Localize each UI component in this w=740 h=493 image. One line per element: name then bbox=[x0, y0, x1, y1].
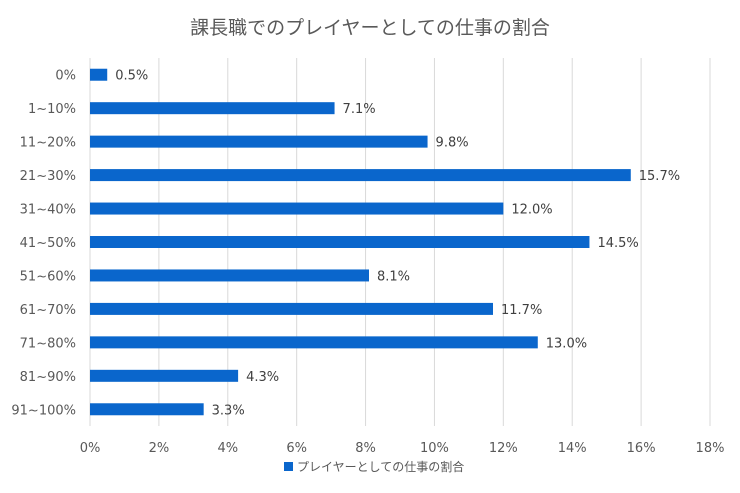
x-tick-label: 0% bbox=[80, 441, 101, 456]
bar bbox=[90, 269, 369, 282]
data-label: 0.5% bbox=[115, 69, 148, 84]
bar bbox=[90, 336, 538, 349]
y-tick-label: 21~30% bbox=[20, 169, 76, 184]
x-tick-label: 2% bbox=[149, 441, 170, 456]
data-label: 4.3% bbox=[246, 370, 279, 385]
legend-label: プレイヤーとしての仕事の割合 bbox=[297, 459, 464, 474]
bar bbox=[90, 236, 590, 248]
x-tick-label: 10% bbox=[420, 441, 449, 456]
x-tick-label: 16% bbox=[627, 441, 656, 456]
data-label: 13.0% bbox=[546, 336, 587, 351]
y-tick-label: 71~80% bbox=[20, 336, 76, 351]
bar bbox=[90, 68, 108, 81]
bar bbox=[90, 302, 493, 315]
data-label: 8.1% bbox=[377, 269, 410, 284]
data-label: 9.8% bbox=[436, 136, 469, 151]
y-tick-label: 91~100% bbox=[11, 403, 76, 418]
x-tick-label: 6% bbox=[286, 441, 307, 456]
data-label: 12.0% bbox=[511, 203, 552, 218]
legend: プレイヤーとしての仕事の割合 bbox=[284, 459, 464, 474]
bar bbox=[90, 102, 335, 115]
y-tick-label: 61~70% bbox=[20, 303, 76, 318]
y-tick-label: 51~60% bbox=[20, 269, 76, 284]
x-tick-label: 4% bbox=[217, 441, 238, 456]
bar bbox=[90, 369, 239, 382]
bar bbox=[90, 135, 428, 148]
bar bbox=[90, 403, 204, 416]
x-tick-label: 12% bbox=[489, 441, 518, 456]
y-tick-label: 11~20% bbox=[20, 136, 76, 151]
data-label: 15.7% bbox=[639, 169, 680, 184]
bar bbox=[90, 169, 631, 182]
y-tick-label: 31~40% bbox=[20, 203, 76, 218]
data-label: 3.3% bbox=[212, 403, 245, 418]
data-label: 7.1% bbox=[343, 102, 376, 117]
y-tick-label: 1~10% bbox=[28, 102, 76, 117]
chart-title: 課長職でのプレイヤーとしての仕事の割合 bbox=[190, 17, 550, 39]
x-tick-label: 14% bbox=[558, 441, 587, 456]
y-tick-label: 81~90% bbox=[20, 370, 76, 385]
legend-swatch bbox=[284, 462, 293, 471]
y-tick-label: 0% bbox=[55, 69, 76, 84]
bar bbox=[90, 202, 504, 215]
y-tick-label: 41~50% bbox=[20, 236, 76, 251]
x-tick-label: 8% bbox=[355, 441, 376, 456]
data-label: 14.5% bbox=[597, 236, 638, 251]
x-tick-label: 18% bbox=[696, 441, 725, 456]
data-label: 11.7% bbox=[501, 303, 542, 318]
